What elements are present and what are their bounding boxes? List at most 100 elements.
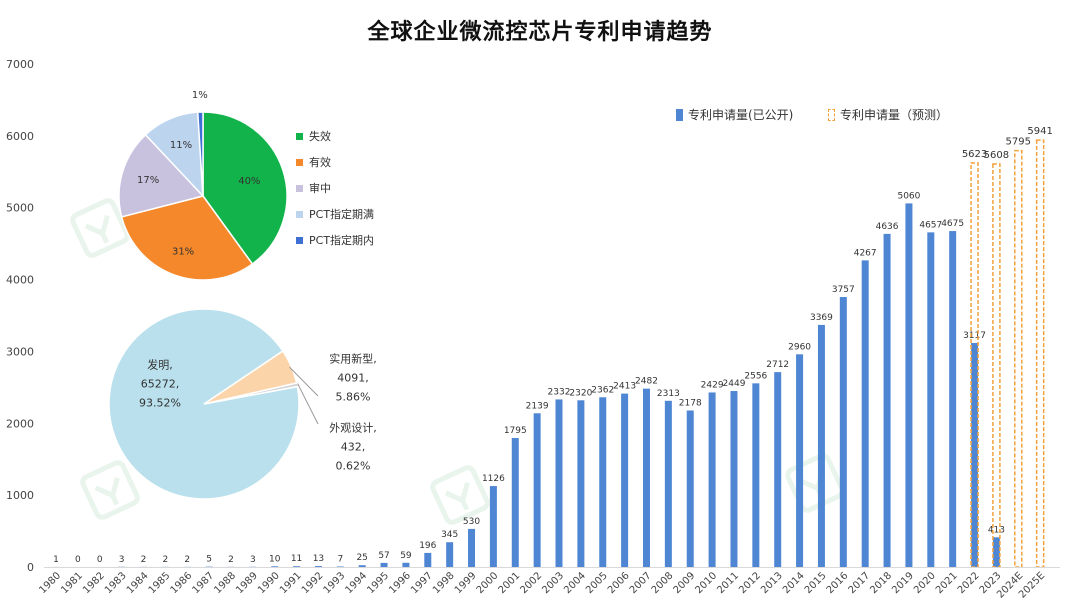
x-tick-label: 2000 [475, 570, 501, 596]
x-tick-label: 1984 [125, 570, 151, 596]
pie-legend-label: PCT指定期内 [309, 234, 375, 247]
bar [642, 388, 650, 567]
bar-value-label: 1 [53, 555, 59, 565]
pie-slice-design [206, 381, 302, 405]
x-tick-label: 2011 [715, 570, 741, 596]
bar [271, 566, 279, 567]
bar-value-label: 413 [988, 525, 1005, 535]
x-tick-label: 1983 [103, 570, 129, 596]
y-tick-label: 1000 [6, 489, 34, 502]
forecast-value-label: 5795 [1006, 137, 1031, 148]
x-tick-label: 2016 [825, 570, 851, 596]
bar-value-label: 11 [291, 554, 302, 564]
pie-legend-dot [296, 210, 303, 218]
pie-slice-pct-within [196, 111, 204, 197]
bar [380, 562, 388, 567]
forecast-value-label: 5608 [984, 150, 1009, 161]
pie2-label-invention: 发明, 65272, 93.52% [139, 358, 181, 410]
forecast-value-label: 5941 [1027, 126, 1052, 137]
y-tick-label: 3000 [6, 345, 34, 358]
x-tick-label: 1993 [322, 570, 348, 596]
bar [971, 343, 979, 567]
x-tick-label: 1980 [37, 570, 63, 596]
bar [708, 392, 716, 567]
bar [796, 354, 804, 567]
pie-legend-item-pct-expired[interactable]: PCT指定期满 [296, 206, 374, 222]
pie1-percent-label: 17% [137, 175, 159, 186]
x-tick-label: 2001 [497, 570, 523, 596]
bar-value-label: 2320 [569, 388, 592, 398]
pie-legend-item-pct-within[interactable]: PCT指定期内 [296, 232, 374, 248]
pie2-label-utility: 实用新型, 4091, 5.86% [329, 352, 377, 404]
bar-value-label: 2449 [723, 379, 746, 389]
bar [446, 542, 454, 567]
bar [927, 232, 935, 568]
x-tick-label: 2015 [803, 570, 829, 596]
bar-value-label: 2362 [591, 385, 614, 395]
pie-legend-label: 有效 [309, 156, 331, 169]
pie-legend-label: PCT指定期满 [309, 208, 375, 221]
pie2-label-design: 外观设计, 432, 0.62% [329, 421, 377, 473]
bar [336, 566, 344, 567]
bar-value-label: 2 [162, 555, 168, 565]
pie-slice-lapsed [202, 111, 288, 266]
x-tick-label: 1982 [81, 570, 107, 596]
x-tick-label: 2017 [847, 570, 873, 596]
pie1-percent-label: 1% [192, 90, 208, 101]
bar-value-label: 530 [463, 517, 480, 527]
bar [314, 566, 322, 567]
x-tick-label: 1995 [365, 570, 391, 596]
bar-value-label: 3 [250, 555, 256, 565]
watermark-logo-icon [70, 198, 130, 258]
pie-legend-dot [296, 184, 303, 192]
bar [883, 233, 891, 567]
x-tick-label: 1997 [409, 570, 435, 596]
forecast-value-label: 5623 [962, 149, 987, 160]
x-tick-label: 2010 [693, 570, 719, 596]
bar-value-label: 2712 [766, 360, 789, 370]
legend-label-forecast: 专利申请量（预测） [840, 108, 949, 122]
bar-value-label: 13 [313, 554, 324, 564]
pie-legend-item-lapsed[interactable]: 失效 [296, 128, 331, 144]
x-tick-label: 2019 [890, 570, 916, 596]
y-tick-label: 7000 [6, 58, 34, 71]
watermark-logo-icon [80, 460, 140, 520]
pie-legend-label: 审中 [309, 182, 331, 195]
bar-value-label: 5 [206, 555, 212, 565]
legend-published[interactable]: 专利申请量(已公开) [676, 106, 793, 123]
pie-legend-dot [296, 158, 303, 166]
bar-value-label: 25 [356, 553, 367, 563]
bar [599, 397, 607, 567]
x-tick-label: 1990 [256, 570, 282, 596]
bar-value-label: 4267 [854, 248, 877, 258]
bar [577, 400, 585, 567]
bar-value-label: 3 [119, 555, 125, 565]
bar-value-label: 345 [441, 530, 458, 540]
pie1-percent-label: 11% [170, 140, 192, 151]
bar [621, 393, 629, 567]
bar-value-label: 4657 [919, 220, 942, 230]
pie-legend-item-pending[interactable]: 审中 [296, 180, 331, 196]
bar-value-label: 3757 [832, 285, 855, 295]
x-tick-label: 1992 [300, 570, 326, 596]
pie-legend-item-valid[interactable]: 有效 [296, 154, 331, 170]
bar-value-label: 2313 [657, 389, 680, 399]
bar-value-label: 3369 [810, 313, 833, 323]
x-tick-label: 1987 [190, 570, 216, 596]
bar-value-label: 0 [75, 555, 81, 565]
bar-value-label: 10 [269, 554, 281, 564]
x-tick-label: 2014 [781, 570, 807, 596]
bar-value-label: 2960 [788, 342, 811, 352]
y-tick-label: 4000 [6, 274, 34, 287]
bar-value-label: 2 [184, 555, 190, 565]
legend-label-published: 专利申请量(已公开) [688, 108, 794, 122]
x-tick-label: 2009 [672, 570, 698, 596]
x-tick-label: 1991 [278, 570, 304, 596]
bar [992, 537, 1000, 567]
forecast-bar [1035, 139, 1045, 568]
bar [358, 565, 366, 567]
type-pie-chart [108, 308, 319, 500]
legend-forecast[interactable]: 专利申请量（预测） [828, 106, 948, 123]
x-tick-label: 2002 [518, 570, 544, 596]
bar-series: 1 0 0 3 2 2 2 5 2 3 10 11 13 7 25 57 5919634553011261795… [52, 126, 1053, 568]
